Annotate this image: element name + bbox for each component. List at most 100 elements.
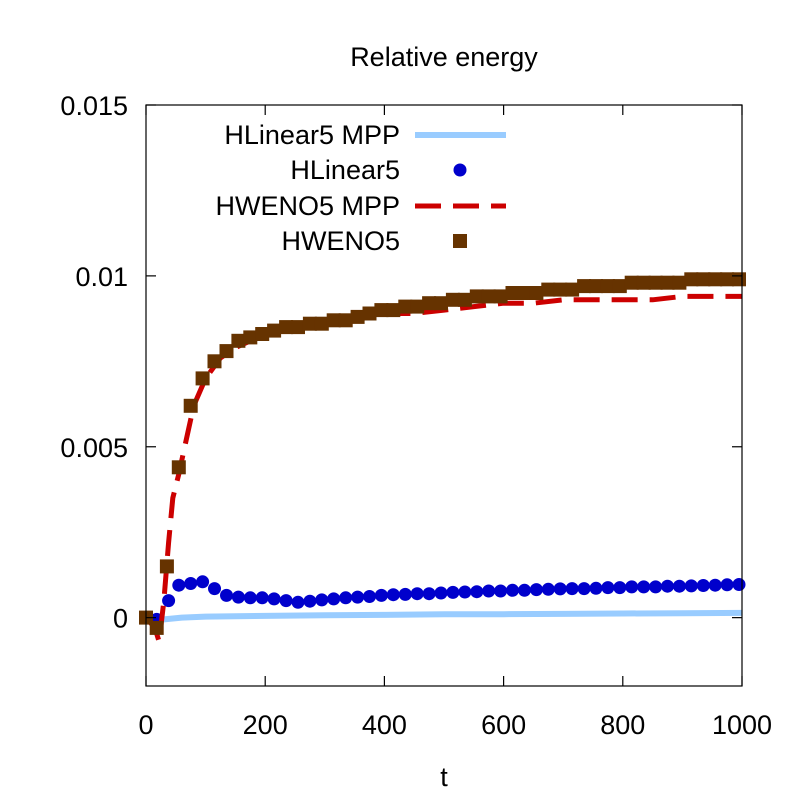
- data-point-hweno5: [505, 286, 520, 300]
- data-point-hweno5: [600, 279, 615, 294]
- data-point-hlinear5: [279, 594, 293, 608]
- data-point-hweno5: [553, 282, 568, 297]
- data-point-hlinear5: [541, 582, 555, 596]
- x-tick-label: 200: [243, 710, 288, 740]
- data-point-hlinear5: [374, 588, 388, 602]
- legend: HLinear5 MPP HLinear5 HWENO5 MPP HWENO5: [215, 120, 506, 256]
- data-point-hweno5: [171, 460, 186, 475]
- data-point-hlinear5: [291, 595, 305, 609]
- data-point-hweno5: [684, 272, 699, 287]
- y-tick-label: 0.015: [60, 91, 128, 121]
- data-point-hweno5: [732, 272, 746, 287]
- data-point-hlinear5: [410, 587, 424, 601]
- data-point-hlinear5: [172, 578, 186, 592]
- data-point-hlinear5: [637, 580, 651, 594]
- data-point-hweno5: [386, 303, 401, 318]
- data-point-hweno5: [149, 620, 164, 635]
- data-point-hlinear5: [732, 578, 746, 591]
- legend-label-hweno5-mpp: HWENO5 MPP: [215, 191, 400, 221]
- data-point-hweno5: [541, 282, 556, 297]
- data-point-hlinear5: [255, 591, 269, 605]
- data-point-hlinear5: [625, 580, 639, 594]
- data-point-hlinear5: [243, 591, 257, 605]
- data-point-hweno5: [648, 275, 663, 290]
- data-point-hlinear5: [363, 590, 376, 603]
- x-tick-label: 400: [362, 710, 407, 740]
- data-point-hlinear5: [267, 592, 281, 606]
- data-point-hlinear5: [434, 586, 448, 600]
- data-point-hlinear5: [184, 577, 198, 590]
- data-point-hlinear5: [339, 591, 353, 605]
- plot-frame: [145, 104, 743, 687]
- data-point-hlinear5: [601, 581, 615, 595]
- y-tick-label: 0: [113, 604, 128, 634]
- data-point-hlinear5: [494, 584, 508, 598]
- data-point-hweno5: [219, 344, 234, 359]
- data-point-hlinear5: [613, 581, 627, 595]
- data-point-hlinear5: [422, 587, 436, 601]
- chart-title: Relative energy: [350, 42, 538, 72]
- data-point-hweno5: [696, 272, 711, 287]
- data-point-hweno5: [279, 320, 294, 335]
- data-point-hlinear5: [446, 585, 460, 599]
- data-point-hlinear5: [506, 583, 519, 597]
- data-point-hlinear5: [649, 580, 663, 594]
- data-point-hweno5: [326, 313, 341, 328]
- data-point-hweno5: [231, 333, 246, 348]
- data-point-hlinear5: [696, 579, 710, 592]
- data-point-hweno5: [410, 299, 425, 314]
- data-point-hweno5: [255, 327, 270, 341]
- data-point-hweno5: [445, 292, 460, 307]
- data-point-hlinear5: [720, 578, 734, 592]
- legend-label-hweno5: HWENO5: [281, 226, 400, 256]
- data-point-hweno5: [577, 279, 592, 294]
- x-tick-label: 600: [481, 710, 526, 740]
- data-point-hweno5: [243, 330, 258, 345]
- data-point-hlinear5: [351, 590, 365, 604]
- data-point-hweno5: [636, 275, 651, 290]
- y-tick-label: 0.005: [60, 433, 128, 463]
- x-tick-label: 1000: [712, 710, 772, 740]
- data-point-hweno5: [267, 323, 282, 338]
- data-point-hweno5: [493, 289, 508, 304]
- data-point-hweno5: [302, 316, 317, 331]
- data-point-hlinear5: [386, 588, 400, 602]
- data-point-hweno5: [195, 371, 210, 386]
- data-point-hlinear5: [553, 582, 567, 596]
- data-point-hlinear5: [529, 583, 543, 597]
- data-point-hweno5: [660, 275, 675, 290]
- data-point-hweno5: [565, 282, 580, 297]
- x-tick-label: 800: [600, 710, 645, 740]
- data-point-hweno5: [338, 313, 353, 328]
- data-point-hweno5: [481, 289, 496, 304]
- data-point-hlinear5: [458, 585, 472, 599]
- data-point-hweno5: [434, 296, 448, 311]
- legend-label-hlinear5: HLinear5: [290, 155, 400, 185]
- data-point-hweno5: [469, 289, 484, 304]
- data-point-hweno5: [720, 272, 735, 287]
- data-point-hlinear5: [518, 583, 531, 597]
- data-point-hlinear5: [708, 578, 722, 592]
- legend-label-hlinear5-mpp: HLinear5 MPP: [224, 120, 400, 150]
- legend-swatch-hweno5: [453, 234, 467, 248]
- data-point-hweno5: [291, 320, 305, 335]
- data-point-hlinear5: [327, 592, 341, 606]
- data-point-hweno5: [457, 292, 472, 307]
- data-point-hlinear5: [196, 575, 210, 589]
- data-point-hlinear5: [303, 594, 317, 608]
- series-layer: [139, 272, 746, 645]
- x-axis-label: t: [440, 762, 448, 792]
- data-point-hweno5: [708, 272, 723, 287]
- data-point-hlinear5: [315, 593, 329, 607]
- data-point-hweno5: [517, 286, 532, 300]
- data-point-hweno5: [183, 398, 198, 413]
- data-point-hweno5: [159, 559, 174, 574]
- data-point-hlinear5: [672, 579, 686, 593]
- data-point-hweno5: [612, 279, 627, 294]
- data-point-hlinear5: [589, 581, 603, 595]
- legend-swatch-hlinear5: [453, 163, 467, 177]
- data-point-hweno5: [624, 275, 639, 290]
- data-point-hweno5: [672, 275, 687, 290]
